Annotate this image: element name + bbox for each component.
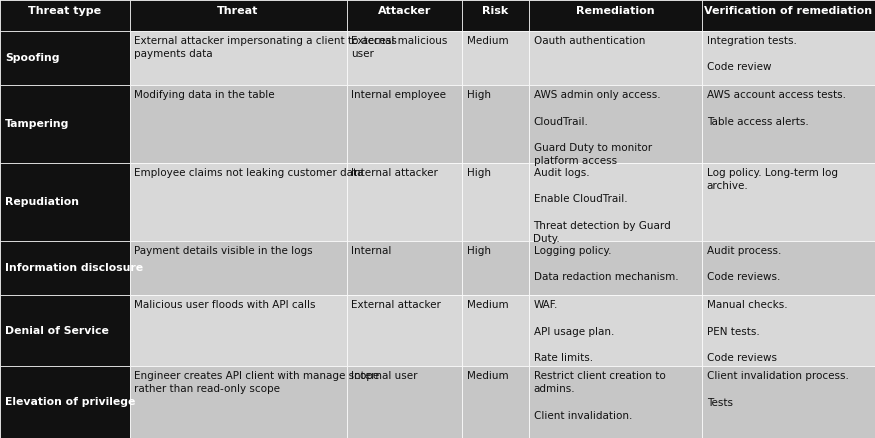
Bar [130, 31, 346, 85]
Bar [346, 163, 462, 241]
Text: Employee claims not leaking customer data: Employee claims not leaking customer dat… [135, 168, 364, 178]
Bar [346, 296, 462, 366]
Bar [0, 31, 130, 85]
Bar [702, 366, 875, 438]
Text: External malicious
user: External malicious user [352, 35, 448, 59]
Text: Client invalidation process.

Tests: Client invalidation process. Tests [707, 371, 849, 408]
Text: AWS account access tests.

Table access alerts.: AWS account access tests. Table access a… [707, 90, 846, 127]
Bar [130, 296, 346, 366]
Text: Manual checks.

PEN tests.

Code reviews: Manual checks. PEN tests. Code reviews [707, 300, 788, 363]
Text: High: High [467, 90, 491, 100]
Text: Internal employee: Internal employee [352, 90, 446, 100]
Bar [0, 0, 130, 31]
Bar [346, 31, 462, 85]
Bar [346, 366, 462, 438]
Text: Malicious user floods with API calls: Malicious user floods with API calls [135, 300, 316, 311]
Text: Log policy. Long-term log
archive.: Log policy. Long-term log archive. [707, 168, 837, 191]
Text: Internal attacker: Internal attacker [352, 168, 438, 178]
Bar [462, 0, 528, 31]
Text: Threat type: Threat type [28, 6, 102, 16]
Text: Verification of remediation: Verification of remediation [704, 6, 872, 16]
Text: Restrict client creation to
admins.

Client invalidation.: Restrict client creation to admins. Clie… [534, 371, 665, 421]
Text: Elevation of privilege: Elevation of privilege [5, 397, 136, 407]
Bar [702, 85, 875, 163]
Bar [528, 296, 702, 366]
Text: Risk: Risk [482, 6, 508, 16]
Text: External attacker: External attacker [352, 300, 441, 311]
Bar [702, 241, 875, 296]
Text: High: High [467, 246, 491, 256]
Bar [462, 31, 528, 85]
Text: Internal: Internal [352, 246, 392, 256]
Bar [528, 31, 702, 85]
Text: WAF.

API usage plan.

Rate limits.: WAF. API usage plan. Rate limits. [534, 300, 614, 363]
Text: Attacker: Attacker [378, 6, 430, 16]
Bar [0, 163, 130, 241]
Bar [702, 296, 875, 366]
Bar [462, 366, 528, 438]
Text: High: High [467, 168, 491, 178]
Bar [346, 241, 462, 296]
Bar [0, 85, 130, 163]
Bar [0, 241, 130, 296]
Bar [130, 85, 346, 163]
Bar [130, 366, 346, 438]
Text: Internal user: Internal user [352, 371, 418, 381]
Bar [462, 163, 528, 241]
Bar [528, 0, 702, 31]
Text: Logging policy.

Data redaction mechanism.: Logging policy. Data redaction mechanism… [534, 246, 678, 282]
Text: External attacker impersonating a client to access
payments data: External attacker impersonating a client… [135, 35, 397, 59]
Bar [702, 0, 875, 31]
Bar [702, 31, 875, 85]
Text: Tampering: Tampering [5, 119, 69, 129]
Text: Modifying data in the table: Modifying data in the table [135, 90, 275, 100]
Bar [462, 241, 528, 296]
Text: Payment details visible in the logs: Payment details visible in the logs [135, 246, 313, 256]
Bar [528, 241, 702, 296]
Text: Integration tests.

Code review: Integration tests. Code review [707, 35, 796, 72]
Bar [528, 85, 702, 163]
Text: Medium: Medium [467, 300, 508, 311]
Text: Denial of Service: Denial of Service [5, 326, 108, 336]
Bar [130, 241, 346, 296]
Bar [130, 0, 346, 31]
Text: Repudiation: Repudiation [5, 197, 79, 207]
Text: Audit process.

Code reviews.: Audit process. Code reviews. [707, 246, 781, 282]
Text: Oauth authentication: Oauth authentication [534, 35, 645, 46]
Text: Audit logs.

Enable CloudTrail.

Threat detection by Guard
Duty.: Audit logs. Enable CloudTrail. Threat de… [534, 168, 671, 244]
Bar [528, 163, 702, 241]
Text: Remediation: Remediation [576, 6, 654, 16]
Bar [130, 163, 346, 241]
Bar [702, 163, 875, 241]
Text: Spoofing: Spoofing [5, 53, 60, 63]
Bar [462, 296, 528, 366]
Text: Threat: Threat [217, 6, 259, 16]
Text: Information disclosure: Information disclosure [5, 263, 144, 273]
Bar [462, 85, 528, 163]
Text: Medium: Medium [467, 35, 508, 46]
Bar [346, 0, 462, 31]
Text: AWS admin only access.

CloudTrail.

Guard Duty to monitor
platform access: AWS admin only access. CloudTrail. Guard… [534, 90, 660, 166]
Bar [0, 296, 130, 366]
Bar [0, 366, 130, 438]
Text: Engineer creates API client with manage scope
rather than read-only scope: Engineer creates API client with manage … [135, 371, 380, 395]
Bar [346, 85, 462, 163]
Text: Medium: Medium [467, 371, 508, 381]
Bar [528, 366, 702, 438]
